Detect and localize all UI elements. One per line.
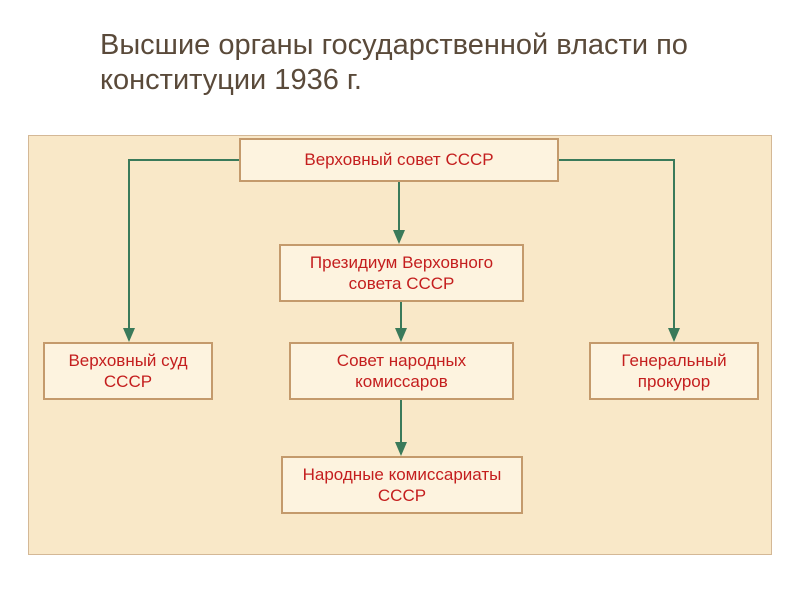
node-label: Президиум Верховного совета СССР bbox=[291, 252, 512, 295]
node-commissariats: Народные комиссариаты СССР bbox=[281, 456, 523, 514]
node-sovnarkom: Совет народных комиссаров bbox=[289, 342, 514, 400]
node-label: Народные комиссариаты СССР bbox=[293, 464, 511, 507]
diagram-container: Верховный совет СССР Президиум Верховног… bbox=[28, 135, 772, 555]
page-title: Высшие органы государственной власти по … bbox=[100, 28, 800, 98]
title-area: Высшие органы государственной власти по … bbox=[0, 0, 800, 98]
node-supreme-court: Верховный суд СССР bbox=[43, 342, 213, 400]
node-label: Верховный суд СССР bbox=[55, 350, 201, 393]
node-presidium: Президиум Верховного совета СССР bbox=[279, 244, 524, 302]
edge-soviet-prosecutor bbox=[549, 160, 674, 340]
node-supreme-soviet: Верховный совет СССР bbox=[239, 138, 559, 182]
node-prosecutor: Генеральный прокурор bbox=[589, 342, 759, 400]
edge-soviet-court bbox=[129, 160, 249, 340]
node-label: Генеральный прокурор bbox=[601, 350, 747, 393]
node-label: Совет народных комиссаров bbox=[301, 350, 502, 393]
node-label: Верховный совет СССР bbox=[304, 149, 493, 170]
